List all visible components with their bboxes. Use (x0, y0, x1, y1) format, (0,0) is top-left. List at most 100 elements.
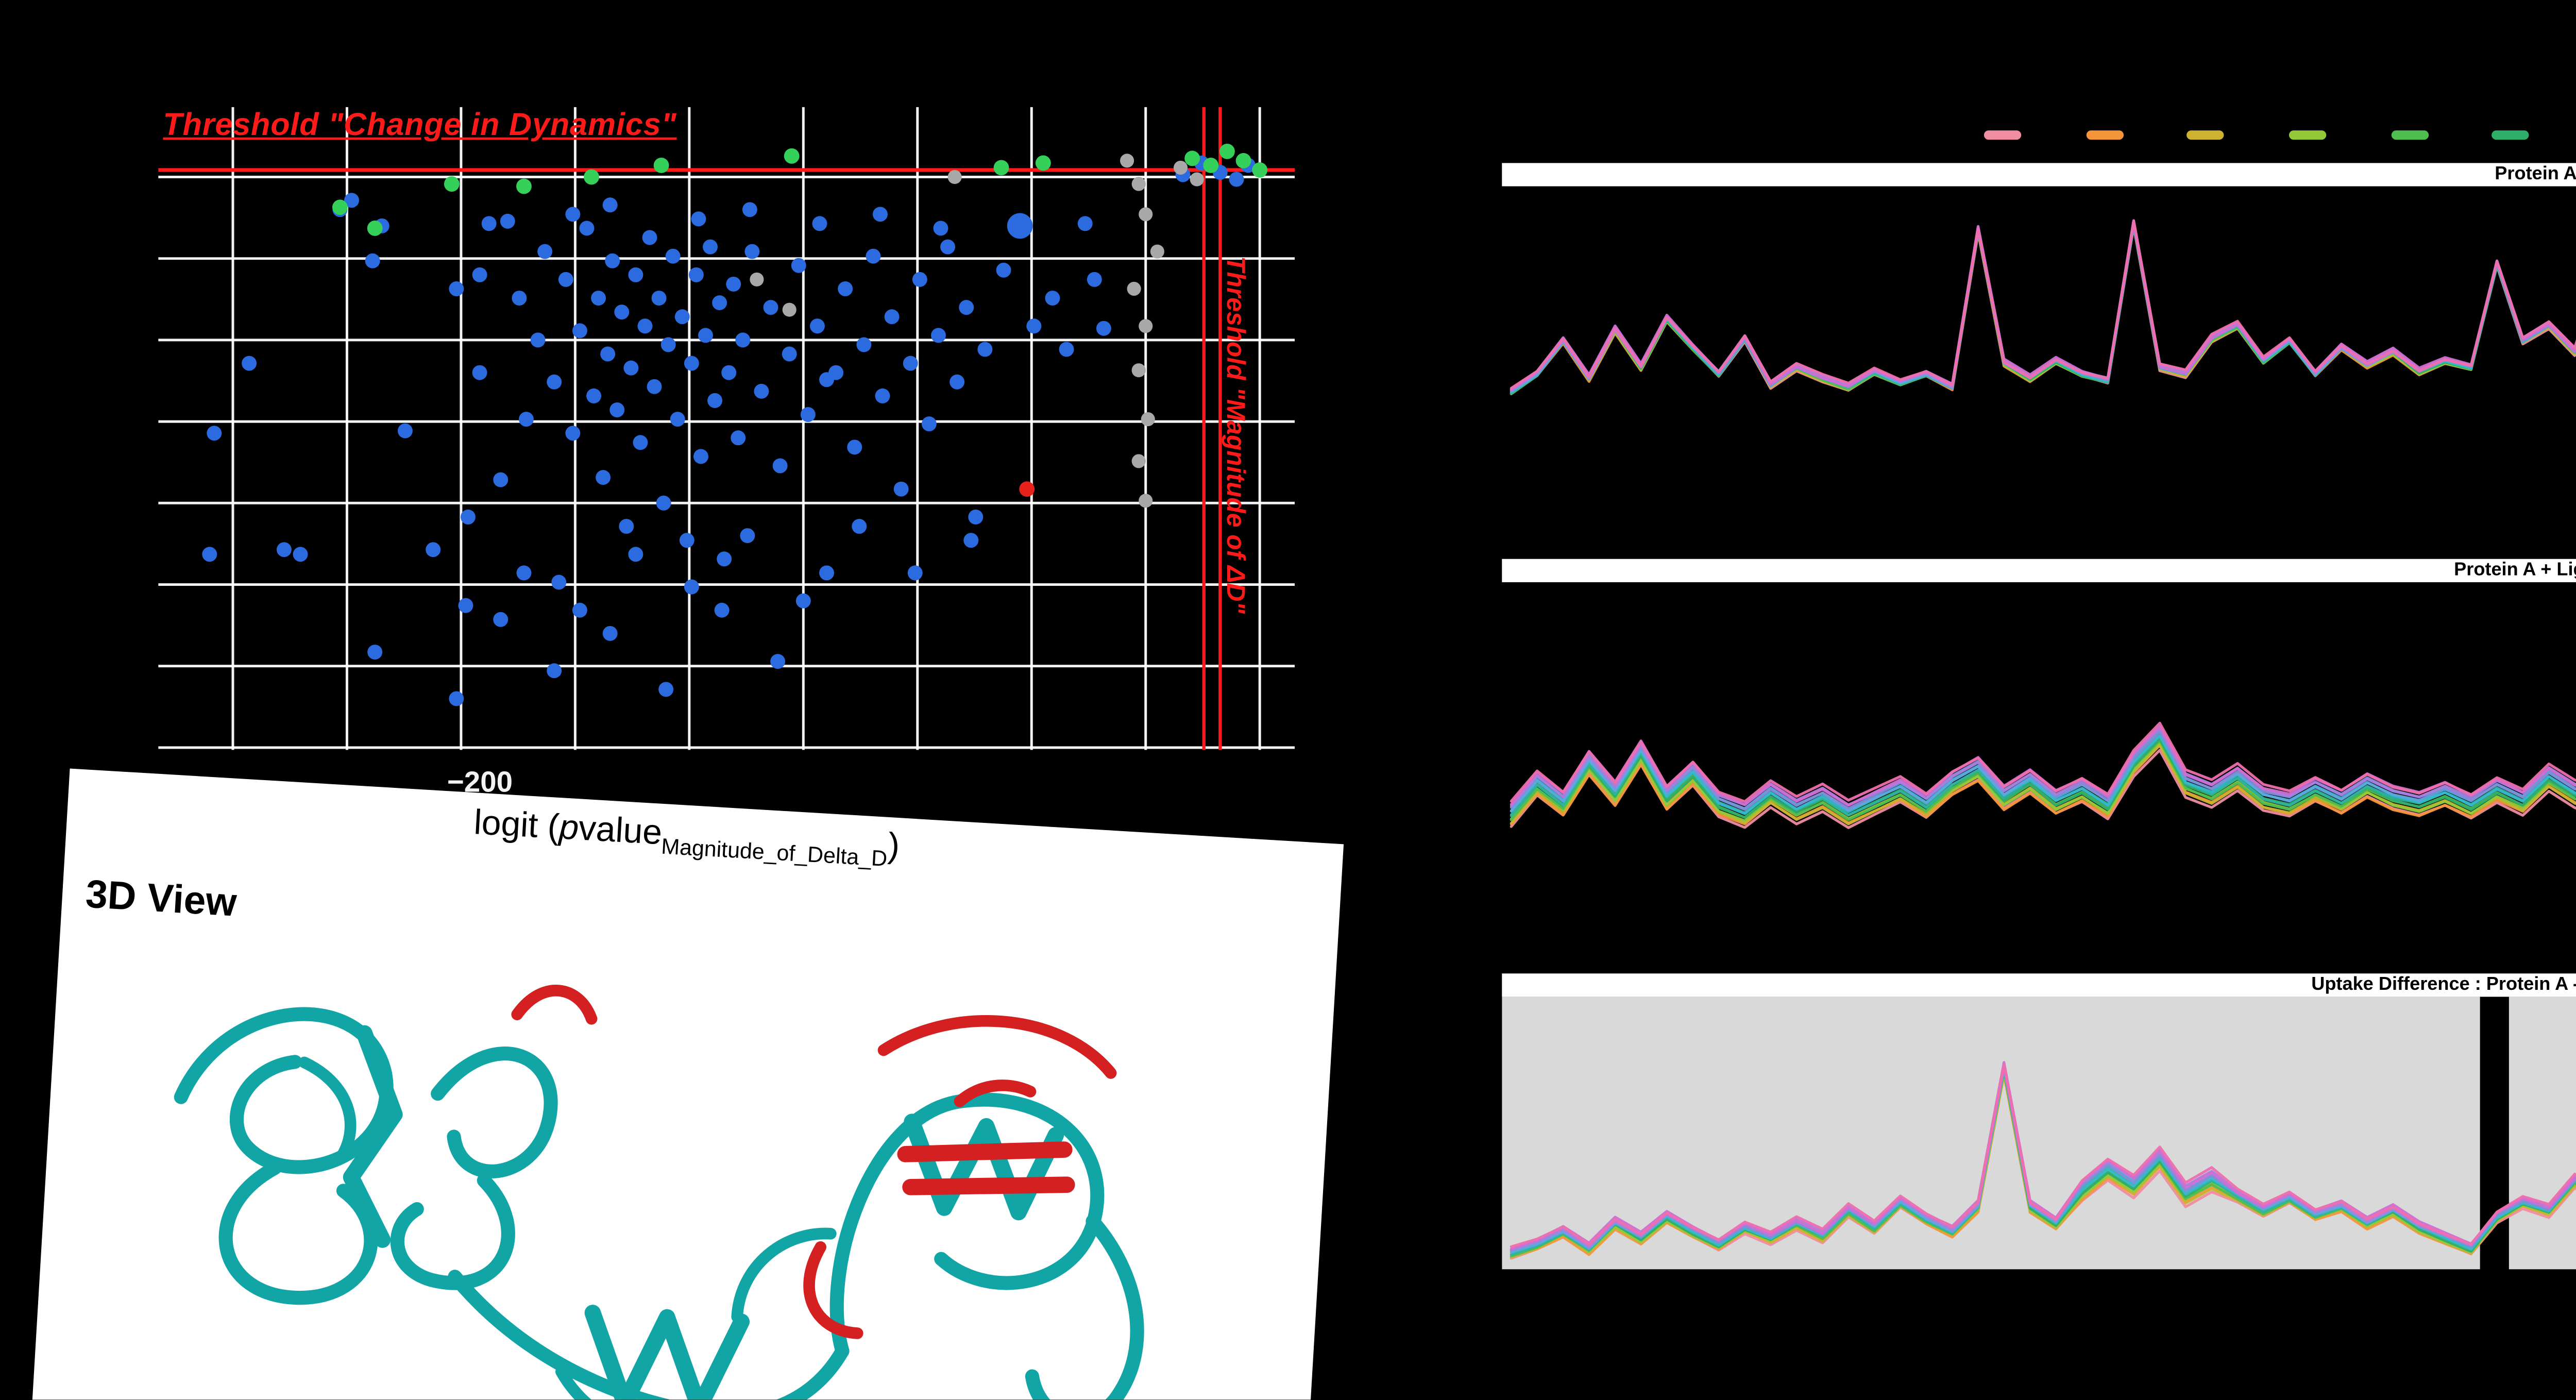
scatter-point[interactable] (1077, 216, 1093, 231)
scatter-point[interactable] (742, 202, 757, 217)
scatter-point[interactable] (584, 169, 599, 185)
scatter-point[interactable] (586, 388, 602, 403)
scatter-point[interactable] (558, 272, 573, 287)
scatter-point[interactable] (1173, 160, 1188, 175)
scatter-point[interactable] (1131, 177, 1146, 191)
scatter-point[interactable] (921, 416, 937, 432)
view-3d-panel[interactable]: 3D View (28, 768, 1344, 1400)
scatter-point[interactable] (828, 365, 844, 380)
scatter-point[interactable] (903, 356, 918, 371)
scatter-point[interactable] (698, 328, 713, 343)
scatter-point[interactable] (707, 393, 723, 408)
scatter-point[interactable] (658, 682, 674, 697)
chart-line[interactable] (1510, 1069, 2576, 1259)
scatter-point[interactable] (940, 239, 956, 255)
scatter-point[interactable] (1229, 172, 1244, 187)
scatter-point[interactable] (647, 379, 662, 394)
scatter-point[interactable] (547, 663, 562, 679)
scatter-point[interactable] (931, 328, 946, 343)
scatter-point[interactable] (714, 602, 730, 618)
scatter-point[interactable] (614, 305, 630, 320)
scatter-point[interactable] (565, 207, 581, 222)
scatter-point[interactable] (873, 207, 888, 222)
scatter-point[interactable] (602, 197, 618, 213)
scatter-point[interactable] (605, 253, 620, 268)
scatter-point[interactable] (996, 262, 1011, 278)
scatter-point[interactable] (472, 365, 487, 380)
scatter-point[interactable] (959, 300, 974, 315)
scatter-point[interactable] (367, 645, 383, 660)
selection-region[interactable] (2509, 997, 2576, 1270)
scatter-point[interactable] (670, 412, 685, 427)
scatter-point[interactable] (947, 170, 962, 184)
scatter-point[interactable] (493, 612, 509, 627)
protein-a-plot[interactable] (1502, 186, 2576, 536)
scatter-point[interactable] (950, 374, 965, 390)
scatter-point[interactable] (461, 509, 476, 525)
legend-swatch[interactable] (2391, 130, 2428, 140)
scatter-point[interactable] (721, 365, 737, 380)
scatter-point[interactable] (537, 244, 553, 259)
chart-line[interactable] (1510, 673, 2576, 807)
protein-a-ligand-plot[interactable] (1502, 582, 2576, 951)
scatter-point[interactable] (1035, 155, 1051, 171)
scatter-point[interactable] (1139, 207, 1153, 222)
scatter-point[interactable] (1190, 172, 1204, 187)
scatter-point[interactable] (619, 519, 634, 534)
scatter-point[interactable] (344, 193, 359, 208)
chart-line[interactable] (1510, 221, 2576, 392)
scatter-point[interactable] (1252, 162, 1268, 178)
scatter-point[interactable] (856, 337, 872, 352)
chart-line[interactable] (1510, 701, 2576, 829)
scatter-point[interactable] (1059, 342, 1074, 357)
scatter-point[interactable] (207, 426, 222, 441)
scatter-point[interactable] (847, 440, 862, 455)
scatter-point[interactable] (565, 426, 581, 441)
scatter-point[interactable] (551, 575, 567, 590)
scatter-point[interactable] (866, 248, 881, 264)
protein-structure[interactable] (118, 932, 1265, 1400)
scatter-point[interactable] (852, 519, 867, 534)
chart-line[interactable] (1510, 219, 2576, 390)
scatter-point[interactable] (684, 579, 699, 595)
scatter-point[interactable] (365, 253, 380, 268)
scatter-point[interactable] (637, 318, 653, 334)
scatter-point[interactable] (665, 248, 681, 264)
scatter-point[interactable] (731, 430, 746, 446)
scatter-point[interactable] (276, 542, 292, 558)
scatter-point[interactable] (907, 565, 923, 581)
scatter-point[interactable] (628, 267, 643, 282)
scatter-point[interactable] (1026, 318, 1042, 334)
scatter-point[interactable] (656, 495, 671, 511)
scatter-point[interactable] (963, 533, 979, 548)
scatter-point[interactable] (993, 160, 1009, 176)
scatter-point[interactable] (1131, 454, 1146, 468)
scatter-point[interactable] (838, 281, 853, 296)
scatter-point[interactable] (809, 318, 825, 334)
scatter-point[interactable] (884, 309, 900, 325)
scatter-point[interactable] (623, 360, 639, 376)
scatter-point[interactable] (784, 148, 800, 164)
chart-line[interactable] (1510, 224, 2576, 410)
scatter-point[interactable] (703, 239, 718, 255)
scatter-point[interactable] (493, 472, 509, 487)
scatter-point[interactable] (684, 356, 699, 371)
scatter-point[interactable] (1045, 291, 1060, 306)
scatter-point[interactable] (1219, 143, 1235, 159)
volcano-plot[interactable] (0, 0, 1444, 885)
scatter-point[interactable] (819, 565, 834, 581)
scatter-point[interactable] (600, 346, 616, 362)
scatter-point[interactable] (1150, 244, 1164, 259)
scatter-point[interactable] (812, 216, 827, 231)
scatter-point[interactable] (875, 388, 890, 403)
scatter-point[interactable] (740, 528, 755, 544)
scatter-point[interactable] (332, 199, 348, 215)
scatter-point[interactable] (726, 276, 741, 292)
legend-swatch[interactable] (2187, 130, 2225, 140)
scatter-point[interactable] (691, 211, 706, 227)
chart-line[interactable] (1510, 673, 2576, 815)
scatter-point[interactable] (609, 402, 625, 417)
scatter-point[interactable] (977, 342, 993, 357)
chart-line[interactable] (1510, 1061, 2576, 1251)
scatter-point[interactable] (572, 323, 587, 339)
